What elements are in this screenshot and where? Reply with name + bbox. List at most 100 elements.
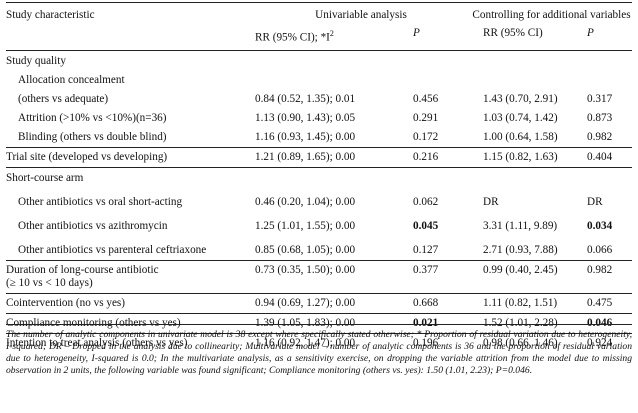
multi-value: 0.98 (0.66, 1.46) [471,332,581,353]
multi-p-value [581,71,632,90]
multi-p-value: 0.404 [581,146,632,168]
row-label: Intention to treat analysis (others vs y… [6,332,251,353]
multi-p-value: 0.046 [581,312,632,334]
table-row: Intention to treat analysis (others vs y… [6,332,632,353]
header-study-characteristic: Study characteristic [6,2,251,24]
row-label-text: Other antibiotics vs azithromycin [18,219,168,232]
uni-p-value: 0.216 [401,146,471,168]
table-row: Short-course arm [6,166,632,188]
row-label: Blinding (others vs double blind) [6,128,251,148]
table-row: Trial site (developed vs developing) 1.21… [6,146,632,168]
row-label: Cointervention (no vs yes) [6,292,251,314]
multi-value: 1.11 (0.82, 1.51) [471,292,581,314]
uni-p-value: 0.021 [401,312,471,334]
header-controlling-label: Controlling for additional variables [472,9,631,21]
uni-value: 0.94 (0.69, 1.27); 0.00 [251,292,401,314]
table-row: Study quality [6,50,632,71]
row-label-text: Cointervention (no vs yes) [6,296,126,309]
row-label-text: Study quality [6,54,66,67]
multi-value: 3.31 (1.11, 9.89) [483,219,558,232]
multi-value: 1.43 (0.70, 2.91) [483,92,558,105]
table-row: Duration of long-course antibiotic (≥ 10 … [6,259,632,294]
uni-value [251,50,401,71]
multi-p-value: 0.066 [587,243,613,256]
table-row: Other antibiotics vs parenteral ceftriax… [6,236,632,261]
row-label-text: Other antibiotics vs oral short-acting [18,195,183,208]
multi-p-value: 0.924 [581,332,632,353]
table-row: (others vs adequate) 0.84 (0.52, 1.35); 0… [6,90,632,109]
header-univariable: Univariable analysis [251,2,471,24]
uni-p-value: 0.196 [401,332,471,353]
row-label: Allocation concealment [6,71,251,90]
table-row: Cointervention (no vs yes) 0.94 (0.69, 1.… [6,292,632,314]
uni-value: 0.85 (0.68, 1.05); 0.00 [255,243,356,256]
multi-value: 1.00 (0.64, 1.58) [483,130,558,143]
multi-value: 1.15 (0.82, 1.63) [471,146,581,168]
table-row: Blinding (others vs double blind) 1.16 (0… [6,128,632,148]
header-row-1: Study characteristic Univariable analysi… [6,2,632,24]
uni-value: 1.39 (1.05, 1.83); 0.00 [251,312,401,334]
row-label-text: Duration of long-course antibiotic [6,263,159,276]
multi-value [471,50,581,71]
header-rr: RR (95% CI) [471,24,581,51]
header-row-2: RR (95% CI); *I2 P RR (95% CI) P [6,24,632,51]
row-label: Duration of long-course antibiotic (≥ 10 … [6,259,251,294]
table-row: Other antibiotics vs oral short-acting 0.… [6,188,632,212]
multi-p-value: 0.982 [587,130,613,143]
uni-p-value: 0.045 [413,219,439,232]
header-p1: P [401,24,471,51]
row-label-text: Compliance monitoring (others vs yes) [6,316,181,329]
row-label: Study quality [6,50,251,71]
uni-p-value: 0.377 [401,259,471,294]
header-univariable-label: Univariable analysis [315,9,407,21]
uni-value: 1.13 (0.90, 1.43); 0.05 [255,111,356,124]
table-row: Allocation concealment [6,71,632,90]
row-label: Other antibiotics vs oral short-acting [6,188,251,212]
multi-value: DR [483,195,499,208]
multi-p-value: 0.317 [587,92,613,105]
row-label-text: (others vs adequate) [18,92,109,105]
uni-p-value: 0.668 [401,292,471,314]
multi-value: 1.03 (0.74, 1.42) [483,111,558,124]
multi-value [471,166,581,188]
uni-p-value [401,71,471,90]
header-blank [6,24,251,51]
row-label-text: Intention to treat analysis (others vs y… [6,336,188,349]
uni-value: 1.16 (0.92, 1.47); 0.00 [251,332,401,353]
uni-value: 0.73 (0.35, 1.50); 0.00 [251,259,401,294]
row-label: Other antibiotics vs azithromycin [6,212,251,236]
uni-value: 1.16 (0.93, 1.45); 0.00 [255,130,356,143]
multi-p-value [581,166,632,188]
uni-value: 1.21 (0.89, 1.65); 0.00 [251,146,401,168]
row-label-text: Blinding (others vs double blind) [18,130,167,143]
header-i2-superscript: 2 [329,29,334,38]
table-row: Attrition (>10% vs <10%)(n=36) 1.13 (0.90… [6,109,632,128]
multi-p-value: 0.873 [587,111,613,124]
table-body: Study quality Allocation concealment (othe… [6,50,632,353]
row-label-text: Allocation concealment [18,73,125,86]
multi-value: 2.71 (0.93, 7.88) [483,243,558,256]
multi-value [471,71,581,90]
results-table-container: Study characteristic Univariable analysi… [6,2,632,353]
table-row: Compliance monitoring (others vs yes) 1.3… [6,312,632,334]
uni-value: 1.25 (1.01, 1.55); 0.00 [255,219,356,232]
row-label-text: Attrition (>10% vs <10%)(n=36) [18,111,167,124]
header-rr-i2-label: RR (95% CI); *I [255,31,330,44]
row-label-text: Other antibiotics vs parenteral ceftriax… [18,243,207,256]
uni-p-value: 0.062 [413,195,439,208]
multi-value: 0.99 (0.40, 2.45) [471,259,581,294]
uni-p-value: 0.291 [413,111,439,124]
header-controlling: Controlling for additional variables [471,2,632,24]
row-label: (others vs adequate) [6,90,251,109]
uni-value: 0.46 (0.20, 1.04); 0.00 [255,195,356,208]
multi-p-value [581,50,632,71]
row-label-text: Trial site (developed vs developing) [6,150,168,163]
row-label: Trial site (developed vs developing) [6,146,251,168]
multi-p-value: DR [587,195,603,208]
uni-p-value: 0.172 [413,130,439,143]
multi-p-value: 0.982 [581,259,632,294]
multi-p-value: 0.475 [581,292,632,314]
row-label: Compliance monitoring (others vs yes) [6,312,251,334]
table-footnote: The number of analytic components in uni… [6,324,632,377]
table-row: Other antibiotics vs azithromycin 1.25 (1… [6,212,632,236]
